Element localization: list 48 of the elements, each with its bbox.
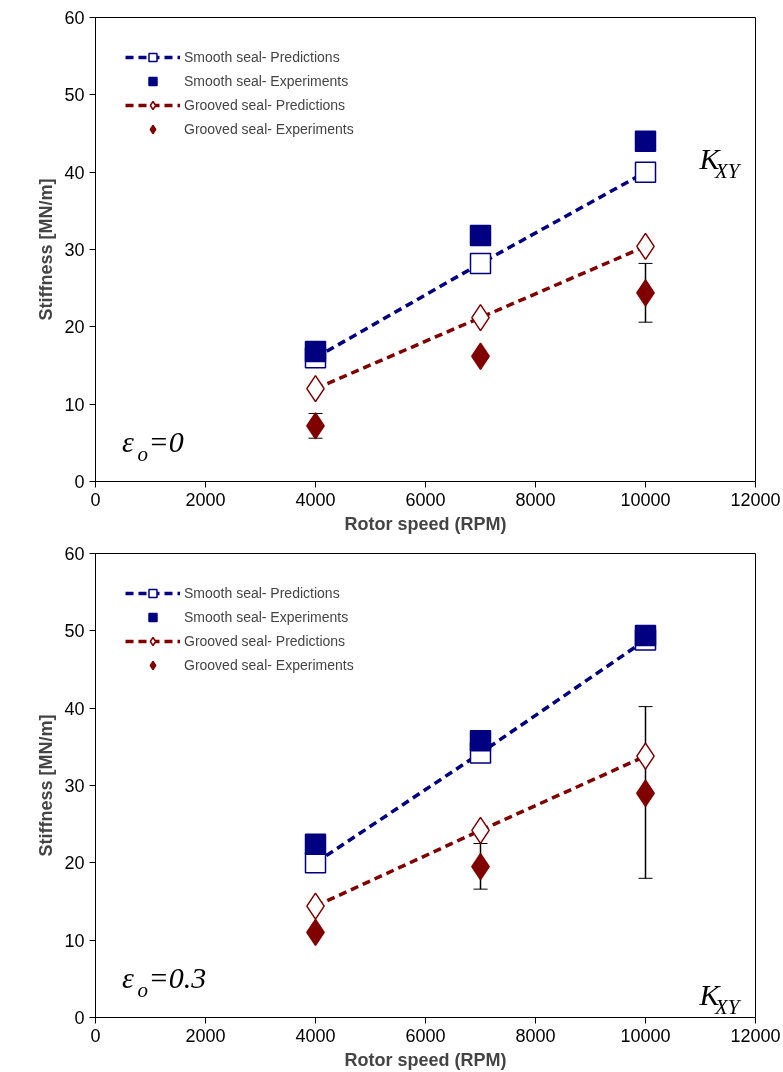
legend-label: Grooved seal- Experiments [184,657,354,673]
x-tick-label: 2000 [185,489,226,510]
point [469,252,492,275]
x-tick-label: 8000 [515,1025,556,1046]
legend-label: Smooth seal- Predictions [184,49,340,65]
legend-label: Grooved seal- Predictions [184,633,346,649]
legend-label: Grooved seal- Predictions [184,97,346,113]
point [304,833,327,856]
y-tick-label: 20 [64,317,85,338]
x-tick-label: 12000 [730,489,781,510]
x-tick-label: 10000 [620,489,671,510]
legend-label: Smooth seal- Experiments [184,609,349,625]
y-tick-label: 0 [74,1008,85,1028]
x-tick-label: 12000 [730,1025,781,1046]
y-tick-label: 0 [74,472,85,492]
x-tick-label: 10000 [620,1025,671,1046]
legend-label: Smooth seal- Predictions [184,585,340,601]
x-axis-title: Rotor speed (RPM) [344,1049,507,1070]
y-tick-label: 10 [64,930,85,951]
point [634,161,657,183]
point [469,224,492,247]
y-tick-label: 10 [64,394,85,415]
y-tick-label: 50 [64,621,85,642]
y-tick-label: 30 [64,776,85,796]
x-tick-label: 4000 [295,1025,336,1046]
y-axis-title: Stiffness [MN/m] [36,714,57,857]
y-tick-label: 40 [64,698,85,719]
x-tick-label: 2000 [185,1025,226,1046]
point [634,624,657,647]
y-tick-label: 30 [64,240,85,260]
x-tick-label: 4000 [295,489,336,510]
point [469,729,492,752]
y-tick-label: 60 [64,8,85,28]
x-tick-label: 6000 [405,489,446,510]
y-tick-label: 50 [64,85,85,106]
x-tick-label: 8000 [515,489,556,510]
legend-label: Smooth seal- Experiments [184,73,349,89]
y-axis-title: Stiffness [MN/m] [36,178,57,321]
y-tick-label: 40 [64,162,85,183]
point [304,340,327,363]
y-tick-label: 20 [64,853,85,874]
x-tick-label: 0 [90,489,101,510]
x-axis-title: Rotor speed (RPM) [344,513,507,534]
legend-label: Grooved seal- Experiments [184,121,354,137]
x-tick-label: 6000 [405,1025,446,1046]
x-tick-label: 0 [90,1025,101,1046]
y-tick-label: 60 [64,544,85,564]
point [634,130,657,152]
